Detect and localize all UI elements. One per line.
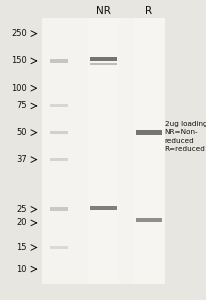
Bar xyxy=(133,18,164,284)
Text: 75: 75 xyxy=(16,101,27,110)
Text: 150: 150 xyxy=(11,56,27,65)
Bar xyxy=(42,18,164,284)
Text: 15: 15 xyxy=(16,243,27,252)
Text: 2ug loading
NR=Non-
reduced
R=reduced: 2ug loading NR=Non- reduced R=reduced xyxy=(164,121,206,152)
Bar xyxy=(90,62,116,65)
Bar xyxy=(50,104,67,107)
Text: 37: 37 xyxy=(16,155,27,164)
Text: 20: 20 xyxy=(16,218,27,227)
Bar xyxy=(50,59,67,63)
Bar xyxy=(50,158,67,161)
Bar xyxy=(88,18,118,284)
Text: NR: NR xyxy=(96,6,110,16)
Bar xyxy=(90,206,116,209)
Bar xyxy=(90,57,116,61)
Text: 25: 25 xyxy=(16,205,27,214)
Bar xyxy=(135,130,162,135)
Text: 50: 50 xyxy=(16,128,27,137)
Text: 100: 100 xyxy=(11,84,27,93)
Bar xyxy=(50,131,67,134)
Text: 250: 250 xyxy=(11,29,27,38)
Bar xyxy=(50,246,67,249)
Text: R: R xyxy=(145,6,152,16)
Bar xyxy=(50,208,67,211)
Bar xyxy=(135,218,162,221)
Text: 10: 10 xyxy=(16,265,27,274)
